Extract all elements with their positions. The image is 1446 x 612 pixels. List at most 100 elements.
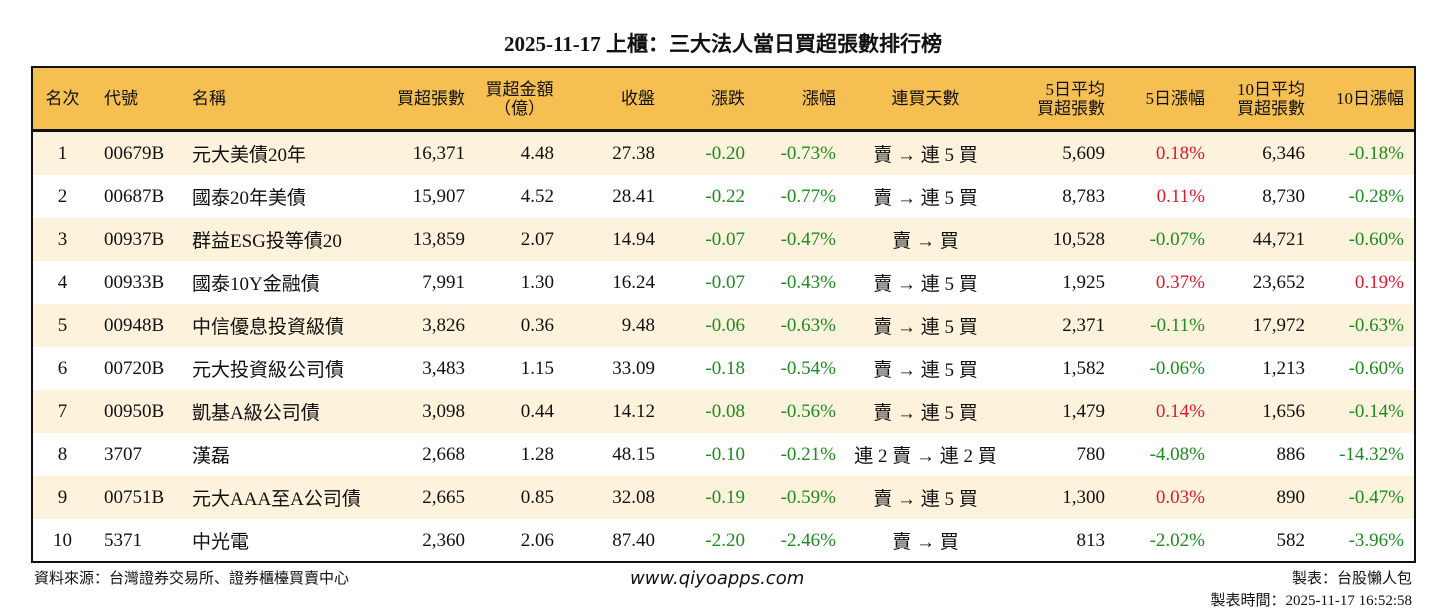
cell-close: 16.24 [612,271,655,293]
cell-change: -0.07 [665,218,755,261]
cell-net-buy-amount: 1.28 [520,443,554,465]
table-row: 4 00933B 國泰10Y金融債 7,991 1.30 16.24 -0.07 -0.43%… [33,261,1414,304]
cell-net-buy-amount: 1.30 [520,271,554,293]
cell-rank: 5 [33,304,92,347]
cell-net-buy-lots: 7,991 [422,271,465,293]
cell-code: 00687B [104,185,165,207]
cell-change-pct: -0.43% [780,271,836,293]
table-row: 3 00937B 群益ESG投等債20 13,859 2.07 14.94 -0.07 -0.… [33,218,1414,261]
cell-net-buy-lots: 15,907 [412,185,465,207]
cell-avg5-lots: 2,371 [1005,304,1115,347]
cell-change5-pct: 0.03% [1115,476,1215,519]
cell-streak: 連 2 賣 → 連 2 買 [854,446,997,467]
header-close: 收盤 [564,68,665,132]
cell-change10-pct: -3.96% [1348,529,1404,551]
ranking-table-container: 名次 代號 名稱 買超張數 買超金額 （億） 收盤 漲跌 漲幅 連買天數 5日平均 買超張數 5日漲… [31,66,1416,563]
cell-name: 國泰10Y金融債 [192,274,320,295]
cell-net-buy-amount: 0.85 [475,476,564,519]
cell-change: -0.19 [665,476,755,519]
cell-change5-pct: -0.07% [1115,218,1215,261]
cell-streak: 賣 → 連 5 買 [846,390,1005,433]
cell-code: 5371 [104,529,142,551]
cell-net-buy-lots: 3,826 [392,304,475,347]
cell-change10-pct: -0.63% [1315,304,1414,347]
cell-avg5-lots: 5,609 [1005,130,1115,175]
cell-close: 14.94 [564,218,665,261]
cell-change10-pct: -0.18% [1315,130,1414,175]
cell-name: 國泰20年美債 [192,188,307,209]
cell-change: -0.08 [665,390,755,433]
header-change-pct: 漲幅 [755,68,846,132]
cell-rank: 3 [33,218,92,261]
data-source: 資料來源：台灣證券交易所、證券櫃檯買賣中心 [34,571,350,587]
cell-net-buy-lots: 3,098 [392,390,475,433]
cell-streak: 賣 → 連 5 買 [846,476,1005,519]
cell-close: 48.15 [612,443,655,465]
cell-change: -0.20 [665,130,755,175]
cell-avg10-lots: 17,972 [1215,304,1315,347]
cell-net-buy-lots: 3,483 [422,357,465,379]
header-change10-pct: 10日漲幅 [1315,68,1414,132]
cell-avg10-lots: 1,656 [1215,390,1315,433]
table-row: 8 3707 漢磊 2,668 1.28 48.15 -0.10 -0.21% 連 2 賣 → … [33,433,1414,476]
cell-name: 漢磊 [192,446,231,467]
cell-avg5-lots: 8,783 [1062,185,1105,207]
cell-avg5-lots: 1,479 [1005,390,1115,433]
cell-avg10-lots: 1,213 [1262,357,1305,379]
cell-code: 00950B [92,390,180,433]
cell-net-buy-lots: 2,360 [422,529,465,551]
cell-close: 9.48 [564,304,665,347]
header-streak: 連買天數 [846,68,1005,132]
cell-streak: 賣 → 連 5 買 [873,360,978,381]
cell-rank: 4 [57,271,68,293]
cell-change-pct: -0.59% [755,476,846,519]
cell-avg5-lots: 1,582 [1062,357,1105,379]
website-link[interactable]: www.qiyoapps.com [630,568,805,589]
cell-code: 00720B [104,357,165,379]
cell-rank: 8 [57,443,68,465]
cell-change: -0.10 [705,443,745,465]
cell-name: 凱基A級公司債 [180,390,392,433]
cell-change5-pct: 0.14% [1115,390,1215,433]
cell-change: -0.07 [705,271,745,293]
cell-change: -0.22 [705,185,745,207]
cell-change5-pct: 0.37% [1155,271,1205,293]
cell-avg5-lots: 1,300 [1005,476,1115,519]
cell-net-buy-amount: 1.15 [520,357,554,379]
cell-net-buy-lots: 2,665 [392,476,475,519]
cell-rank: 9 [33,476,92,519]
cell-change: -0.06 [665,304,755,347]
cell-change5-pct: -0.06% [1149,357,1205,379]
cell-change5-pct: -4.08% [1149,443,1205,465]
cell-change5-pct: -0.11% [1115,304,1215,347]
cell-name: 元大美債20年 [180,130,392,175]
cell-close: 87.40 [612,529,655,551]
cell-rank: 2 [57,185,68,207]
cell-code: 00933B [104,271,165,293]
cell-streak: 賣 → 連 5 買 [846,130,1005,175]
cell-close: 28.41 [612,185,655,207]
cell-code: 00751B [92,476,180,519]
cell-net-buy-amount: 2.06 [520,529,554,551]
cell-net-buy-amount: 2.07 [475,218,564,261]
cell-change10-pct: 0.19% [1354,271,1404,293]
cell-change-pct: -0.73% [755,130,846,175]
cell-change10-pct: -14.32% [1339,443,1404,465]
table-row: 9 00751B 元大AAA至A公司債 2,665 0.85 32.08 -0.19 -0.5… [33,476,1414,519]
cell-name: 群益ESG投等債20 [180,218,392,261]
table-row: 5 00948B 中信優息投資級債 3,826 0.36 9.48 -0.06 -0.63% 賣… [33,304,1414,347]
cell-change5-pct: 0.18% [1115,130,1215,175]
cell-net-buy-lots: 13,859 [392,218,475,261]
cell-name: 中信優息投資級債 [180,304,392,347]
cell-net-buy-lots: 16,371 [392,130,475,175]
cell-change10-pct: -0.28% [1348,185,1404,207]
cell-close: 33.09 [612,357,655,379]
header-code: 代號 [92,68,180,132]
cell-avg10-lots: 582 [1276,529,1306,551]
cell-avg10-lots: 44,721 [1215,218,1315,261]
cell-change-pct: -0.63% [755,304,846,347]
cell-avg5-lots: 1,925 [1062,271,1105,293]
cell-change-pct: -2.46% [780,529,836,551]
cell-rank: 1 [33,130,92,175]
cell-avg10-lots: 23,652 [1252,271,1305,293]
